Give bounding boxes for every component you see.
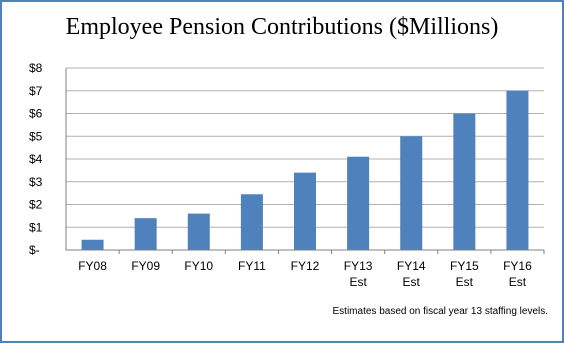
y-tick-label: $3 <box>29 175 43 189</box>
x-tick-label: FY10 <box>184 259 213 273</box>
y-tick-label: $7 <box>29 84 43 98</box>
y-tick-label: $8 <box>29 61 43 75</box>
chart-footnote: Estimates based on fiscal year 13 staffi… <box>332 306 548 317</box>
chart-title: Employee Pension Contributions ($Million… <box>65 14 499 40</box>
bar <box>400 136 423 250</box>
y-tick-label: $- <box>29 243 40 257</box>
bar <box>453 113 476 250</box>
x-tick-label: FY09 <box>131 259 160 273</box>
x-tick-label: Est <box>403 275 421 289</box>
x-tick-label: FY11 <box>238 259 266 273</box>
x-tick-label: Est <box>349 275 367 289</box>
bars <box>81 90 529 250</box>
bar <box>294 172 316 250</box>
bar <box>81 239 104 250</box>
x-tick-label: FY08 <box>78 259 107 273</box>
bar <box>240 194 263 250</box>
x-tick-label: FY13 <box>344 259 373 273</box>
x-tick-label: FY16 <box>503 259 532 273</box>
x-tick-label: FY14 <box>397 259 426 273</box>
y-tick-label: $4 <box>29 152 43 166</box>
bar <box>187 213 210 250</box>
x-tick-label: FY15 <box>450 259 479 273</box>
y-tick-label: $2 <box>29 198 43 212</box>
x-tick-label: FY12 <box>291 259 320 273</box>
bar <box>506 90 529 250</box>
bar <box>134 218 157 250</box>
bar <box>347 156 370 250</box>
y-tick-label: $5 <box>29 129 43 143</box>
axes: $- $1 $2 $3 $4 $5 $6 $7 $8 FY08 FY09 FY10 FY11 FY12 FY… <box>29 61 545 289</box>
y-tick-label: $1 <box>29 220 43 234</box>
x-tick-label: Est <box>456 275 474 289</box>
x-tick-label: Est <box>509 275 527 289</box>
y-tick-label: $6 <box>29 107 43 121</box>
